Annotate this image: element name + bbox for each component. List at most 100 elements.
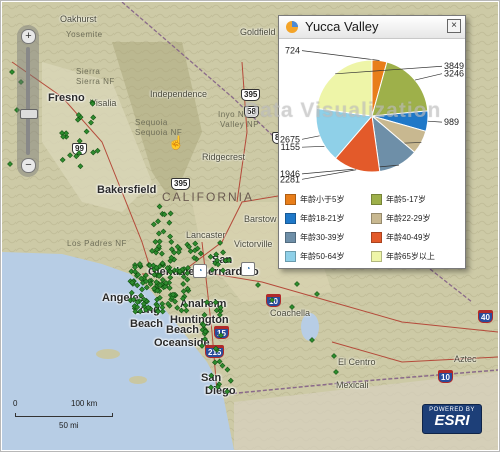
- map-point-marker[interactable]: [208, 384, 214, 391]
- map-point-marker[interactable]: [227, 377, 234, 384]
- map-point-marker[interactable]: [182, 302, 189, 309]
- map-point-marker[interactable]: [212, 299, 219, 306]
- map-point-marker[interactable]: [156, 230, 162, 237]
- map-point-marker[interactable]: [191, 254, 198, 261]
- pie-slice[interactable]: [315, 107, 373, 160]
- map-point-marker[interactable]: [67, 152, 73, 159]
- pie-slice[interactable]: [371, 61, 429, 117]
- map-point-marker[interactable]: [200, 322, 207, 329]
- map-point-marker[interactable]: [159, 308, 166, 315]
- map-point-marker[interactable]: [73, 153, 80, 160]
- map-point-marker[interactable]: [180, 281, 187, 287]
- map-point-marker[interactable]: [213, 251, 220, 258]
- map-point-marker[interactable]: [186, 243, 192, 250]
- map-point-marker[interactable]: [213, 307, 220, 314]
- map-point-marker[interactable]: [172, 298, 178, 305]
- map-point-marker[interactable]: [217, 239, 223, 246]
- map-point-marker[interactable]: [143, 284, 150, 291]
- map-point-marker[interactable]: [197, 250, 204, 257]
- map-point-marker[interactable]: [199, 342, 205, 349]
- map-point-marker[interactable]: [224, 388, 231, 395]
- map-point-marker[interactable]: [128, 268, 135, 275]
- map-point-marker[interactable]: [134, 299, 141, 305]
- map-point-marker[interactable]: [155, 308, 161, 315]
- map-point-marker[interactable]: [137, 308, 144, 315]
- map-point-marker[interactable]: [138, 292, 144, 299]
- map-point-marker[interactable]: [139, 286, 145, 293]
- map-point-marker[interactable]: [187, 248, 194, 255]
- map-point-marker[interactable]: [76, 150, 83, 156]
- map-point-marker[interactable]: [226, 257, 232, 264]
- zoom-thumb[interactable]: [20, 109, 38, 119]
- map-point-marker[interactable]: [184, 276, 191, 283]
- map-point-marker[interactable]: [75, 116, 81, 123]
- map-point-marker[interactable]: [63, 130, 70, 137]
- map-point-marker[interactable]: [168, 239, 175, 245]
- map-point-marker[interactable]: [59, 156, 66, 163]
- map-point-marker[interactable]: [201, 312, 208, 318]
- map-point-marker[interactable]: [90, 114, 97, 121]
- map-point-marker[interactable]: [183, 307, 190, 314]
- map-point-marker[interactable]: [88, 119, 94, 126]
- map-point-marker[interactable]: [146, 262, 153, 269]
- map-point-marker[interactable]: [168, 246, 175, 253]
- map-point-marker[interactable]: [218, 332, 224, 339]
- map-point-marker[interactable]: [166, 219, 173, 226]
- map-point-marker[interactable]: [167, 233, 174, 240]
- map-point-marker[interactable]: [160, 228, 167, 235]
- map-point-marker[interactable]: [132, 268, 139, 275]
- map-point-marker[interactable]: [217, 304, 224, 311]
- map-point-marker[interactable]: [224, 366, 231, 373]
- map-point-marker[interactable]: [167, 274, 174, 281]
- map-point-marker[interactable]: [152, 238, 159, 245]
- map-point-marker[interactable]: [309, 337, 315, 343]
- chart-pin-icon[interactable]: ◔: [241, 262, 255, 276]
- map-point-marker[interactable]: [159, 300, 166, 307]
- map-point-marker[interactable]: [214, 257, 221, 264]
- map-point-marker[interactable]: [202, 336, 208, 343]
- map-point-marker[interactable]: [156, 238, 163, 245]
- map-point-marker[interactable]: [216, 358, 223, 365]
- map-point-marker[interactable]: [150, 221, 157, 228]
- map-point-marker[interactable]: [7, 161, 13, 167]
- map-point-marker[interactable]: [149, 248, 155, 254]
- map-point-marker[interactable]: [180, 295, 186, 302]
- map-point-marker[interactable]: [220, 249, 226, 256]
- map-point-marker[interactable]: [192, 240, 199, 247]
- map-point-marker[interactable]: [134, 304, 141, 311]
- map-point-marker[interactable]: [141, 296, 147, 303]
- map-point-marker[interactable]: [89, 100, 96, 107]
- map-point-marker[interactable]: [63, 133, 70, 140]
- map-point-marker[interactable]: [171, 249, 177, 256]
- map-point-marker[interactable]: [215, 261, 221, 268]
- map-point-marker[interactable]: [207, 253, 214, 260]
- map-point-marker[interactable]: [83, 128, 90, 135]
- map-point-marker[interactable]: [150, 262, 157, 269]
- map-point-marker[interactable]: [289, 304, 295, 310]
- map-point-marker[interactable]: [135, 271, 142, 278]
- map-point-marker[interactable]: [209, 266, 216, 273]
- map-point-marker[interactable]: [143, 278, 149, 285]
- map-point-marker[interactable]: [167, 269, 174, 275]
- map-point-marker[interactable]: [75, 112, 82, 118]
- map-point-marker[interactable]: [90, 149, 97, 156]
- map-point-marker[interactable]: [161, 211, 168, 218]
- map-point-marker[interactable]: [153, 279, 160, 286]
- map-point-marker[interactable]: [176, 268, 183, 275]
- map-point-marker[interactable]: [159, 260, 166, 267]
- map-point-marker[interactable]: [166, 285, 173, 291]
- map-point-marker[interactable]: [255, 282, 261, 288]
- map-point-marker[interactable]: [168, 254, 175, 261]
- map-point-marker[interactable]: [60, 133, 67, 140]
- map-point-marker[interactable]: [184, 270, 191, 276]
- map-point-marker[interactable]: [175, 249, 182, 255]
- map-point-marker[interactable]: [136, 261, 143, 267]
- map-point-marker[interactable]: [130, 296, 137, 303]
- map-point-marker[interactable]: [170, 291, 176, 298]
- map-point-marker[interactable]: [219, 362, 226, 369]
- map-point-marker[interactable]: [174, 243, 181, 250]
- map-point-marker[interactable]: [194, 245, 201, 252]
- map-point-marker[interactable]: [154, 287, 161, 294]
- map-point-marker[interactable]: [217, 308, 224, 314]
- map-point-marker[interactable]: [155, 218, 161, 225]
